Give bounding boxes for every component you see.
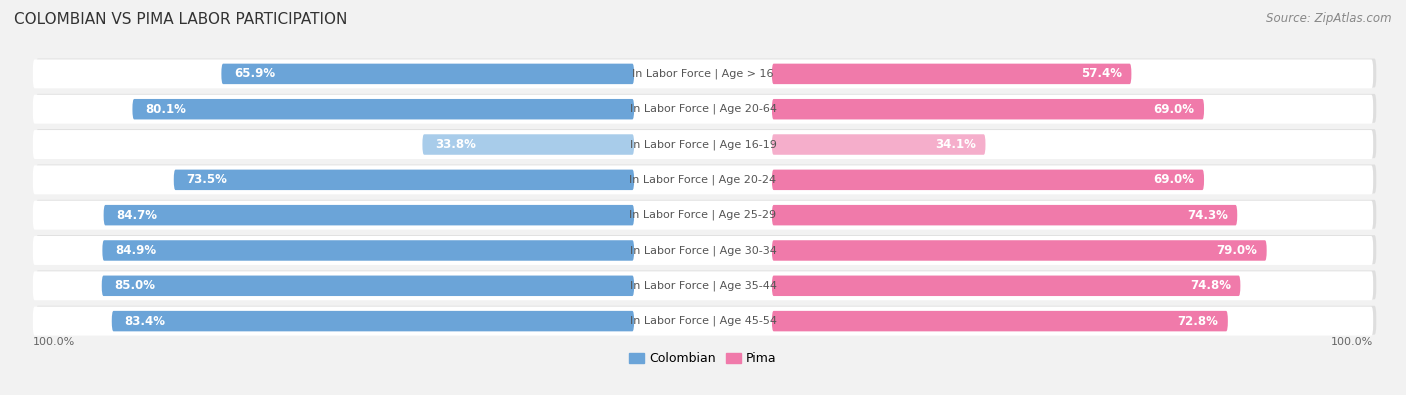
FancyBboxPatch shape xyxy=(221,64,634,84)
FancyBboxPatch shape xyxy=(422,134,634,155)
FancyBboxPatch shape xyxy=(772,64,1132,84)
FancyBboxPatch shape xyxy=(634,169,772,190)
Text: 33.8%: 33.8% xyxy=(434,138,475,151)
Text: In Labor Force | Age > 16: In Labor Force | Age > 16 xyxy=(633,69,773,79)
FancyBboxPatch shape xyxy=(634,64,772,84)
Text: Source: ZipAtlas.com: Source: ZipAtlas.com xyxy=(1267,12,1392,25)
FancyBboxPatch shape xyxy=(37,164,1376,194)
FancyBboxPatch shape xyxy=(104,205,634,226)
Text: 34.1%: 34.1% xyxy=(935,138,976,151)
FancyBboxPatch shape xyxy=(37,129,1376,158)
FancyBboxPatch shape xyxy=(772,205,1237,226)
Text: 65.9%: 65.9% xyxy=(233,68,276,81)
FancyBboxPatch shape xyxy=(772,169,1204,190)
Text: In Labor Force | Age 16-19: In Labor Force | Age 16-19 xyxy=(630,139,776,150)
Text: In Labor Force | Age 30-34: In Labor Force | Age 30-34 xyxy=(630,245,776,256)
Text: 84.7%: 84.7% xyxy=(117,209,157,222)
Text: In Labor Force | Age 20-64: In Labor Force | Age 20-64 xyxy=(630,104,776,115)
Text: 83.4%: 83.4% xyxy=(124,314,166,327)
Text: 69.0%: 69.0% xyxy=(1154,173,1195,186)
FancyBboxPatch shape xyxy=(37,271,1376,299)
FancyBboxPatch shape xyxy=(772,240,1267,261)
FancyBboxPatch shape xyxy=(37,58,1376,87)
Text: 57.4%: 57.4% xyxy=(1081,68,1122,81)
FancyBboxPatch shape xyxy=(32,201,1374,229)
FancyBboxPatch shape xyxy=(103,240,634,261)
Text: 85.0%: 85.0% xyxy=(114,279,155,292)
FancyBboxPatch shape xyxy=(32,307,1374,336)
FancyBboxPatch shape xyxy=(32,166,1374,194)
Text: In Labor Force | Age 45-54: In Labor Force | Age 45-54 xyxy=(630,316,776,326)
FancyBboxPatch shape xyxy=(772,311,1227,331)
Legend: Colombian, Pima: Colombian, Pima xyxy=(630,352,776,365)
Text: 74.8%: 74.8% xyxy=(1189,279,1232,292)
FancyBboxPatch shape xyxy=(32,59,1374,88)
Text: 84.9%: 84.9% xyxy=(115,244,156,257)
FancyBboxPatch shape xyxy=(634,240,772,261)
FancyBboxPatch shape xyxy=(772,134,986,155)
Text: 79.0%: 79.0% xyxy=(1216,244,1257,257)
Text: 73.5%: 73.5% xyxy=(186,173,228,186)
Text: 100.0%: 100.0% xyxy=(32,337,75,346)
FancyBboxPatch shape xyxy=(32,271,1374,300)
FancyBboxPatch shape xyxy=(634,276,772,296)
Text: 69.0%: 69.0% xyxy=(1154,103,1195,116)
Text: 72.8%: 72.8% xyxy=(1178,314,1219,327)
FancyBboxPatch shape xyxy=(634,99,772,119)
FancyBboxPatch shape xyxy=(634,311,772,331)
FancyBboxPatch shape xyxy=(634,205,772,226)
FancyBboxPatch shape xyxy=(132,99,634,119)
FancyBboxPatch shape xyxy=(37,235,1376,264)
FancyBboxPatch shape xyxy=(772,276,1240,296)
FancyBboxPatch shape xyxy=(174,169,634,190)
FancyBboxPatch shape xyxy=(37,200,1376,229)
FancyBboxPatch shape xyxy=(32,236,1374,265)
Text: COLOMBIAN VS PIMA LABOR PARTICIPATION: COLOMBIAN VS PIMA LABOR PARTICIPATION xyxy=(14,12,347,27)
Text: In Labor Force | Age 20-24: In Labor Force | Age 20-24 xyxy=(630,175,776,185)
FancyBboxPatch shape xyxy=(37,306,1376,335)
Text: In Labor Force | Age 35-44: In Labor Force | Age 35-44 xyxy=(630,280,776,291)
Text: In Labor Force | Age 25-29: In Labor Force | Age 25-29 xyxy=(630,210,776,220)
FancyBboxPatch shape xyxy=(32,130,1374,159)
FancyBboxPatch shape xyxy=(32,95,1374,124)
FancyBboxPatch shape xyxy=(37,94,1376,123)
FancyBboxPatch shape xyxy=(772,99,1204,119)
FancyBboxPatch shape xyxy=(101,276,634,296)
FancyBboxPatch shape xyxy=(634,134,772,155)
Text: 74.3%: 74.3% xyxy=(1187,209,1227,222)
FancyBboxPatch shape xyxy=(111,311,634,331)
Text: 100.0%: 100.0% xyxy=(1331,337,1374,346)
Text: 80.1%: 80.1% xyxy=(145,103,186,116)
